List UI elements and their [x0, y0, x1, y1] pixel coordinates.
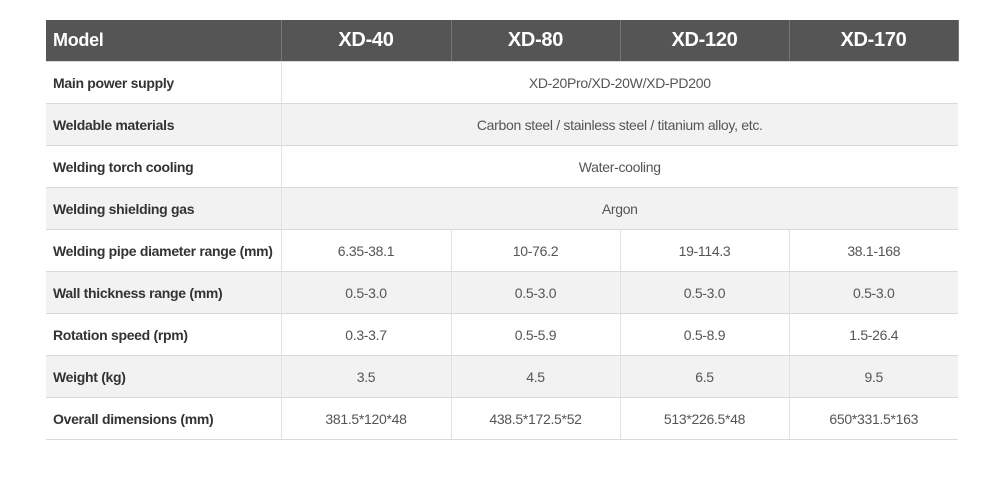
spec-row: Weldable materials Carbon steel / stainle… [46, 103, 958, 146]
cell-value: 0.5-3.0 [788, 271, 958, 314]
cell-value: 0.5-3.0 [619, 271, 789, 314]
cell-value: 1.5-26.4 [788, 313, 958, 356]
cell-value: Argon [280, 187, 958, 230]
cell-value: 0.5-8.9 [619, 313, 789, 356]
spec-row: Main power supply XD-20Pro/XD-20W/XD-PD20… [46, 61, 958, 104]
spec-row: Weight (kg) 3.5 4.5 6.5 9.5 [46, 355, 958, 398]
model-header: XD-40 [281, 20, 452, 62]
spec-table: Model XD-40 XD-80 XD-120 XD-170 Main power s… [46, 20, 959, 440]
cell-value: 0.3-3.7 [280, 313, 451, 356]
cell-value: 0.5-5.9 [450, 313, 620, 356]
spec-row: Overall dimensions (mm) 381.5*120*48 438.5… [46, 397, 958, 440]
cell-value: 513*226.5*48 [619, 397, 789, 440]
cell-value: 4.5 [450, 355, 620, 398]
cell-value: 10-76.2 [450, 229, 620, 272]
row-label: Welding torch cooling [46, 145, 281, 188]
cell-value: 6.5 [619, 355, 789, 398]
cell-value: 38.1-168 [788, 229, 958, 272]
row-label: Welding shielding gas [46, 187, 281, 230]
cell-value: 0.5-3.0 [450, 271, 620, 314]
spec-row: Welding torch cooling Water-cooling [46, 145, 958, 188]
row-label: Wall thickness range (mm) [46, 271, 281, 314]
model-header: XD-120 [620, 20, 790, 62]
row-label: Welding pipe diameter range (mm) [46, 229, 281, 272]
cell-value: Carbon steel / stainless steel / titaniu… [280, 103, 958, 146]
cell-value: 650*331.5*163 [788, 397, 958, 440]
header-label: Model [46, 20, 282, 62]
cell-value: 438.5*172.5*52 [450, 397, 620, 440]
cell-value: 6.35-38.1 [280, 229, 451, 272]
cell-value: Water-cooling [280, 145, 958, 188]
cell-value: 3.5 [280, 355, 451, 398]
model-header: XD-80 [451, 20, 621, 62]
table-body: Main power supply XD-20Pro/XD-20W/XD-PD20… [46, 61, 958, 440]
spec-row: Wall thickness range (mm) 0.5-3.0 0.5-3.0 0… [46, 271, 958, 314]
spec-row: Welding shielding gas Argon [46, 187, 958, 230]
row-label: Main power supply [46, 61, 281, 104]
row-label: Rotation speed (rpm) [46, 313, 281, 356]
spec-row: Welding pipe diameter range (mm) 6.35-38.… [46, 229, 958, 272]
cell-value: 0.5-3.0 [280, 271, 451, 314]
row-label: Overall dimensions (mm) [46, 397, 281, 440]
row-label: Weight (kg) [46, 355, 281, 398]
row-label: Weldable materials [46, 103, 281, 146]
header-row: Model XD-40 XD-80 XD-120 XD-170 [46, 20, 959, 62]
cell-value: XD-20Pro/XD-20W/XD-PD200 [280, 61, 958, 104]
cell-value: 9.5 [788, 355, 958, 398]
model-header: XD-170 [789, 20, 959, 62]
spec-row: Rotation speed (rpm) 0.3-3.7 0.5-5.9 0.5-8.… [46, 313, 958, 356]
cell-value: 381.5*120*48 [280, 397, 451, 440]
cell-value: 19-114.3 [619, 229, 789, 272]
